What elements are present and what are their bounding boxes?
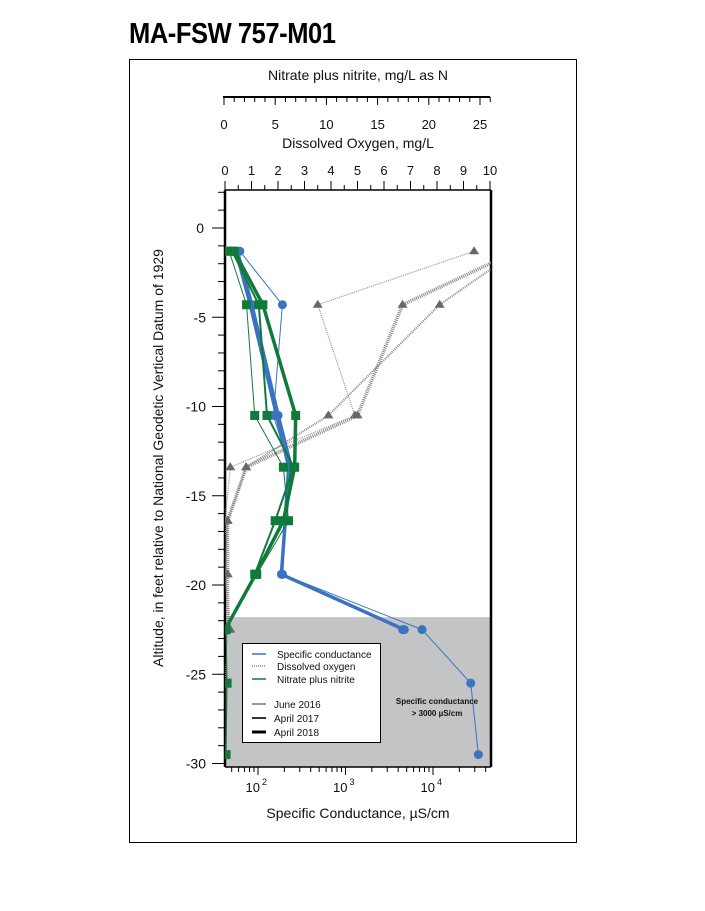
do-marker (225, 569, 233, 578)
dissolved-oxygen-line-april-2018 (225, 261, 491, 630)
do-tick-label: 4 (327, 163, 334, 178)
do-tick-label: 1 (248, 163, 255, 178)
do-marker (434, 299, 445, 308)
do-tick-label: 7 (407, 163, 414, 178)
do-marker (241, 462, 252, 471)
legend: Specific conductance Dissolved oxygen Ni… (242, 643, 381, 743)
do-tick-label: 10 (483, 163, 497, 178)
nitrate-axis-title: Nitrate plus nitrite, mg/L as N (268, 67, 448, 83)
legend-2016-label: June 2016 (274, 700, 321, 711)
nitrate-marker (284, 516, 294, 526)
do-tick-label: 8 (433, 163, 440, 178)
sc-marker (277, 300, 287, 310)
y-tick-label: -10 (186, 399, 206, 415)
do-marker (469, 246, 480, 255)
annotation-line2: > 3000 µS/cm (412, 709, 463, 718)
nitrate-marker (225, 750, 231, 760)
do-marker (225, 462, 236, 471)
sc-marker (399, 625, 409, 635)
nitrate-tick-label: 5 (272, 117, 279, 132)
sc-axis-title: Specific Conductance, µS/cm (266, 805, 449, 821)
nitrate-marker (242, 300, 252, 310)
do-tick-label: 5 (354, 163, 361, 178)
y-tick-label: -5 (194, 309, 207, 325)
do-marker (312, 299, 323, 308)
do-tick-label: 2 (274, 163, 281, 178)
nitrate-marker (258, 300, 268, 310)
do-marker (323, 410, 334, 419)
svg-text:3: 3 (350, 777, 355, 787)
do-marker (512, 246, 522, 254)
y-tick-label: -30 (186, 756, 206, 772)
y-tick-label: -20 (186, 577, 206, 593)
annotation-line1: Specific conductance (396, 697, 479, 706)
figure-frame (129, 59, 577, 843)
nitrate-tick-label: 10 (319, 117, 333, 132)
legend-2017-label: April 2017 (274, 714, 319, 725)
sc-marker (473, 750, 483, 760)
legend-nitrate-label: Nitrate plus nitrite (277, 675, 355, 686)
sc-marker (273, 410, 283, 420)
nitrate-marker (278, 462, 288, 472)
do-tick-label: 0 (221, 163, 228, 178)
legend-do-label: Dissolved oxygen (277, 662, 355, 673)
do-marker (352, 410, 363, 419)
chart-title: MA-FSW 757-M01 (129, 18, 336, 50)
do-tick-label: 9 (460, 163, 467, 178)
nitrate-tick-label: 20 (422, 117, 436, 132)
y-axis-title: Altitude, in feet relative to National G… (150, 249, 166, 667)
svg-text:4: 4 (437, 777, 442, 787)
nitrate-marker (229, 246, 239, 256)
do-marker (512, 246, 522, 254)
nitrate-tick-label: 25 (473, 117, 487, 132)
legend-2018-label: April 2018 (274, 728, 319, 739)
y-tick-label: -25 (186, 666, 206, 682)
nitrate-tick-label: 0 (220, 117, 227, 132)
do-marker (397, 299, 408, 308)
nitrate-marker (278, 516, 288, 526)
nitrate-marker (225, 625, 230, 635)
nitrate-marker (290, 462, 300, 472)
sc-marker (466, 678, 476, 688)
sc-tick-label: 10 (246, 780, 260, 795)
sc-tick-label: 10 (421, 780, 435, 795)
legend-box (242, 643, 381, 743)
legend-sc-label: Specific conductance (277, 650, 372, 661)
do-tick-label: 6 (380, 163, 387, 178)
sc-marker (276, 569, 286, 579)
sc-marker (417, 625, 427, 635)
sc-tick-label: 10 (333, 780, 347, 795)
y-tick-label: -15 (186, 488, 206, 504)
nitrate-tick-label: 15 (370, 117, 384, 132)
do-axis-title: Dissolved Oxygen, mg/L (282, 135, 434, 151)
nitrate-marker (251, 569, 261, 579)
do-tick-label: 3 (301, 163, 308, 178)
nitrate-marker (291, 410, 301, 420)
y-tick-label: 0 (196, 220, 204, 236)
nitrate-marker (225, 678, 232, 688)
nitrate-marker (250, 410, 260, 420)
do-marker (225, 515, 233, 524)
nitrate-marker (262, 410, 272, 420)
dissolved-oxygen-line-june-2016 (225, 250, 475, 755)
nitrate-marker (270, 516, 280, 526)
svg-text:2: 2 (262, 777, 267, 787)
